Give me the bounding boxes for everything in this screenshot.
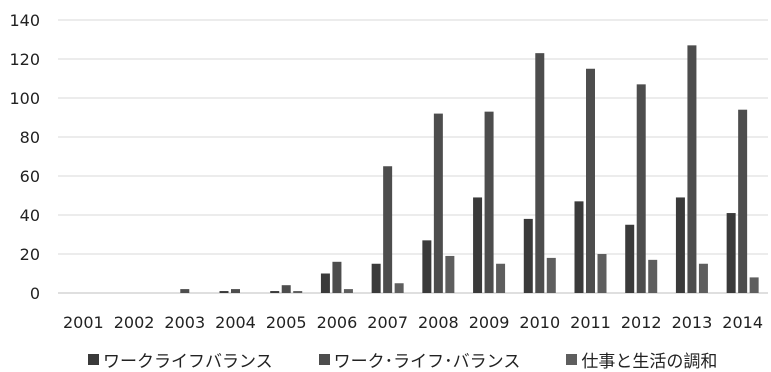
bar-series1-2007 <box>371 263 381 293</box>
y-tick-label: 20 <box>20 245 40 264</box>
y-tick-label: 120 <box>9 50 40 69</box>
bar-series3-2008 <box>445 255 455 293</box>
x-tick-label: 2012 <box>621 313 662 332</box>
legend-label: ワーク･ライフ･バランス <box>333 351 521 372</box>
bar-series2-2003 <box>180 289 190 293</box>
bar-series1-2013 <box>675 197 685 293</box>
bar-series2-2011 <box>586 68 595 293</box>
bar-series2-2004 <box>231 289 240 293</box>
bar-series2-2009 <box>484 111 494 294</box>
bar-series2-2007 <box>383 166 393 293</box>
gridlines <box>58 19 768 255</box>
bar-series3-2010 <box>546 257 556 293</box>
x-tick-label: 2007 <box>367 313 408 332</box>
bar-series3-2013 <box>698 263 708 293</box>
bar-series2-2008 <box>433 113 443 293</box>
legend-item-work-life-balance-dotted: ワーク･ライフ･バランス <box>318 347 521 372</box>
bar-series2-2006 <box>332 261 342 293</box>
bar-series3-2012 <box>648 259 658 293</box>
bars <box>180 45 759 294</box>
x-tick-label: 2014 <box>722 313 763 332</box>
bar-series1-2012 <box>625 224 635 293</box>
bar-series1-2010 <box>523 218 533 293</box>
x-tick-label: 2004 <box>215 313 256 332</box>
legend-swatch <box>566 353 578 365</box>
legend-item-shigoto-to-seikatsu: 仕事と生活の調和 <box>566 347 717 372</box>
bar-series1-2011 <box>574 201 584 293</box>
y-tick-label: 40 <box>20 206 40 225</box>
bar-series1-2006 <box>320 273 330 293</box>
x-tick-label: 2010 <box>519 313 560 332</box>
y-tick-label: 0 <box>30 284 40 303</box>
bar-series1-2008 <box>422 240 432 293</box>
bar-series2-2012 <box>636 84 646 293</box>
legend-swatch <box>88 353 99 365</box>
y-axis-tick-labels: 0 20 40 60 80 100 120 140 <box>9 11 40 303</box>
x-tick-label: 2013 <box>672 313 713 332</box>
legend: ワークライフバランス ワーク･ライフ･バランス 仕事と生活の調和 <box>88 347 717 372</box>
x-tick-label: 2008 <box>418 313 459 332</box>
x-tick-label: 2006 <box>317 313 358 332</box>
y-tick-label: 60 <box>20 167 40 186</box>
legend-swatch <box>318 353 330 365</box>
bar-series3-2011 <box>597 254 607 293</box>
x-tick-label: 2005 <box>266 313 307 332</box>
bar-series2-2013 <box>687 45 697 293</box>
x-tick-label: 2002 <box>114 313 155 332</box>
bar-series1-2014 <box>726 213 736 293</box>
bar-series3-2009 <box>496 263 506 293</box>
bar-series1-2004 <box>219 291 229 293</box>
y-tick-label: 100 <box>9 89 40 108</box>
bar-series3-2006 <box>343 289 353 293</box>
bar-series2-2014 <box>738 109 748 293</box>
x-tick-label: 2011 <box>570 313 611 332</box>
bar-series2-2010 <box>535 53 545 294</box>
bar-series2-2005 <box>281 285 291 293</box>
bar-series3-2005 <box>293 291 303 293</box>
bar-series3-2007 <box>394 283 404 293</box>
y-tick-label: 80 <box>20 128 40 147</box>
x-axis-tick-labels: 2001 2002 2003 2004 2005 2006 2007 2008 2009 2010… <box>63 313 763 332</box>
x-tick-label: 2003 <box>164 313 205 332</box>
y-tick-label: 140 <box>9 11 40 30</box>
legend-item-work-life-balance: ワークライフバランス <box>88 347 273 372</box>
bar-series1-2009 <box>473 197 483 293</box>
bar-series1-2005 <box>270 291 280 293</box>
x-tick-label: 2001 <box>63 313 104 332</box>
bar-series3-2014 <box>749 277 759 293</box>
x-tick-label: 2009 <box>469 313 510 332</box>
legend-label: ワークライフバランス <box>103 351 273 372</box>
legend-label: 仕事と生活の調和 <box>581 351 718 372</box>
